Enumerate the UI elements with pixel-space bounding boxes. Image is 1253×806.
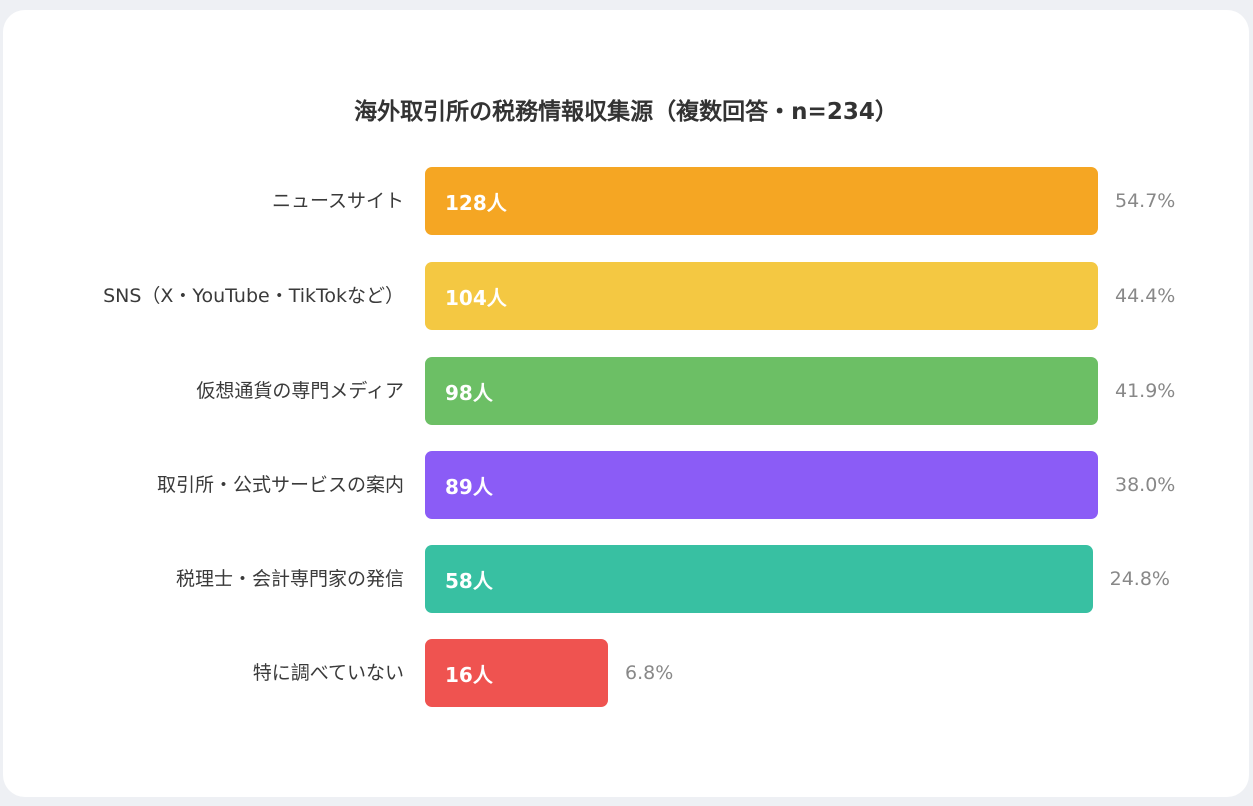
- bar: 58人: [425, 545, 1093, 613]
- category-label: 仮想通貨の専門メディア: [196, 379, 404, 402]
- percent-label: 38.0%: [1115, 474, 1176, 496]
- category-label: 特に調べていない: [252, 661, 404, 684]
- bar-row: SNS（X・YouTube・TikTokなど） 104人 44.4%: [3, 262, 1249, 330]
- bar: 89人: [425, 451, 1098, 519]
- bar-value-label: 128人: [445, 190, 507, 215]
- percent-label: 24.8%: [1109, 568, 1170, 590]
- bar-row: 特に調べていない 16人 6.8%: [3, 639, 1249, 707]
- percent-label: 41.9%: [1115, 380, 1176, 402]
- bar-row: 仮想通貨の専門メディア 98人 41.9%: [3, 357, 1249, 425]
- bar-row: 税理士・会計専門家の発信 58人 24.8%: [3, 545, 1249, 613]
- bar-value-label: 58人: [445, 568, 493, 593]
- bar: 128人: [425, 167, 1098, 235]
- percent-label: 54.7%: [1115, 190, 1176, 212]
- bar: 16人: [425, 639, 609, 707]
- bar-value-label: 104人: [445, 285, 507, 310]
- bar-value-label: 16人: [445, 662, 493, 687]
- category-label: SNS（X・YouTube・TikTokなど）: [103, 284, 404, 307]
- bar-value-label: 98人: [445, 380, 493, 405]
- bar: 104人: [425, 262, 1098, 330]
- category-label: 税理士・会計専門家の発信: [175, 567, 404, 590]
- bar-value-label: 89人: [445, 474, 493, 499]
- bar-row: ニュースサイト 128人 54.7%: [3, 167, 1249, 235]
- bar-row: 取引所・公式サービスの案内 89人 38.0%: [3, 451, 1249, 519]
- percent-label: 6.8%: [625, 662, 674, 684]
- chart-title: 海外取引所の税務情報収集源（複数回答・n=234）: [354, 99, 898, 125]
- chart-card: 海外取引所の税務情報収集源（複数回答・n=234） ニュースサイト 128人 5…: [3, 10, 1249, 797]
- percent-label: 44.4%: [1115, 285, 1176, 307]
- category-label: ニュースサイト: [271, 189, 404, 212]
- category-label: 取引所・公式サービスの案内: [156, 473, 404, 496]
- bar: 98人: [425, 357, 1098, 425]
